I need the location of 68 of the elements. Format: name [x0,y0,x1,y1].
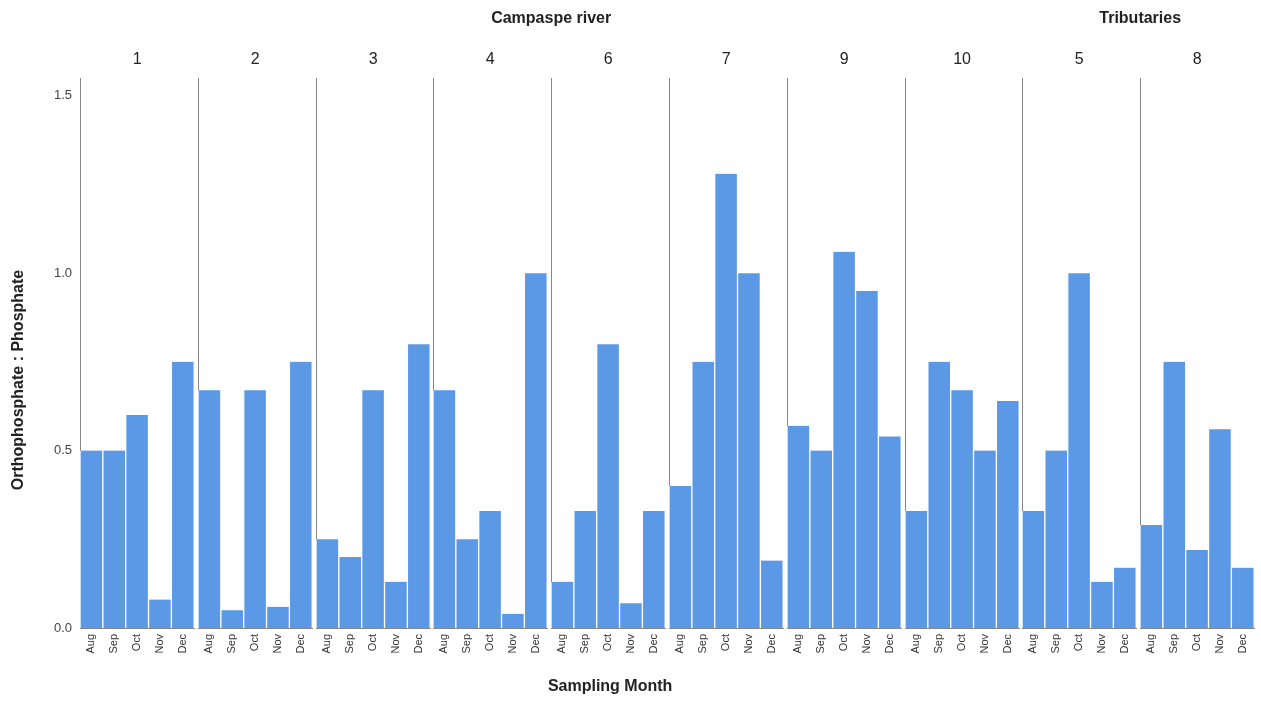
x-tick-label: Dec [882,633,895,654]
x-tick-label: Sep [814,634,827,654]
x-tick-label: Sep [1167,634,1180,654]
x-tick-label: Nov [388,633,401,654]
x-tick-label: Aug [84,634,97,654]
x-tick-label: Sep [225,634,238,654]
x-axis-title: Sampling Month [546,677,674,695]
chart-title: 3 [368,50,378,67]
chart-title: 10 [952,50,971,67]
x-tick-label: Dec [529,633,542,654]
x-tick-label: Aug [437,634,450,654]
x-tick-label: Aug [1026,634,1039,654]
x-tick-label: Nov [977,633,990,654]
chart-title: 7 [721,50,731,67]
x-tick-label: Dec [411,633,424,654]
x-tick-label: Oct [1072,634,1085,652]
x-tick-label: Nov [1213,633,1226,654]
x-tick-label: Dec [175,633,188,654]
x-tick-label: Dec [293,633,306,654]
x-tick-label: Nov [741,633,754,654]
x-tick-label: Dec [647,633,660,654]
text: Campaspe river [490,9,613,27]
chart-title: 4 [486,50,496,67]
x-tick-label: Aug [1144,634,1157,654]
x-tick-label: Sep [578,634,591,654]
x-tick-label: Dec [764,633,777,654]
x-tick-label: Oct [836,634,849,652]
chart-title: 2 [250,50,260,67]
x-tick-label: Nov [152,633,165,654]
x-tick-label: Nov [270,633,283,654]
x-tick-label: Nov [1095,633,1108,654]
x-tick-label: Oct [483,634,496,652]
x-tick-label: Nov [624,633,637,654]
x-tick-label: Sep [1049,634,1062,654]
x-tick-label: Oct [247,634,260,652]
x-tick-label: Oct [365,634,378,652]
y-tick-label: 1.0 [53,264,72,280]
x-tick-label: Oct [954,634,967,652]
chart-title: 8 [1192,50,1202,67]
x-tick-label: Oct [130,634,143,652]
x-tick-label: Aug [909,634,922,654]
x-tick-label: Nov [506,633,519,654]
x-tick-label: Sep [460,634,473,654]
x-tick-label: Sep [696,634,709,654]
y-tick-label: 1.5 [53,87,72,103]
x-tick-label: Sep [342,634,355,654]
x-tick-label: Nov [859,633,872,654]
chart-title: 6 [603,50,613,67]
y-tick-label: 0.5 [53,442,72,458]
x-tick-label: Aug [555,634,568,654]
x-tick-label: Dec [1000,633,1013,654]
y-axis-title: Orthophosphate : Phosphate [9,269,27,491]
x-tick-label: Aug [202,634,215,654]
x-tick-label: Oct [1190,634,1203,652]
x-tick-label: Aug [673,634,686,654]
chart-title: 9 [839,50,849,67]
x-tick-label: Sep [107,634,120,654]
x-tick-label: Dec [1118,633,1131,654]
x-tick-label: Dec [1236,633,1249,654]
y-tick-label: 0.0 [53,619,72,635]
x-tick-label: Oct [719,634,732,652]
chart-title: 5 [1075,50,1085,67]
x-tick-label: Aug [320,634,333,654]
text: Tributaries [1098,9,1183,27]
x-tick-label: Aug [791,634,804,654]
x-tick-label: Sep [931,634,944,654]
chart-title: 1 [132,50,142,67]
x-tick-label: Oct [601,634,614,652]
